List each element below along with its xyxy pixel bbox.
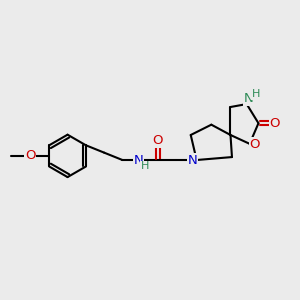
Text: O: O [269,117,280,130]
Text: H: H [252,89,260,99]
Text: H: H [141,161,149,172]
Text: N: N [134,154,143,166]
Text: O: O [152,134,163,147]
Text: O: O [25,149,35,162]
Text: N: N [187,154,197,166]
Text: O: O [250,138,260,151]
Text: N: N [243,92,253,105]
